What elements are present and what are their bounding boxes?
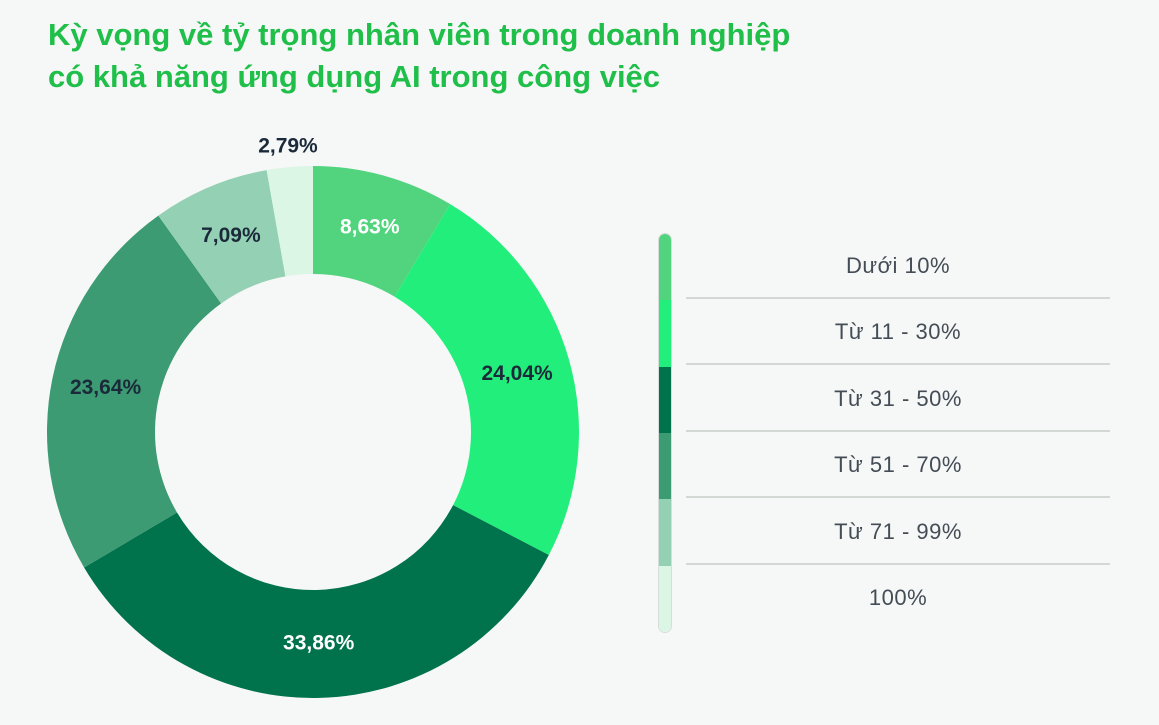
legend-label: Từ 71 - 99%: [834, 519, 962, 544]
data-label-6: 2,79%: [258, 135, 318, 158]
legend-swatch-2: [659, 300, 671, 367]
chart-title: Kỳ vọng về tỷ trọng nhân viên trong doan…: [48, 14, 790, 98]
data-label-4: 23,64%: [70, 376, 142, 399]
legend-swatch-5: [659, 499, 671, 566]
legend-swatch-3: [659, 366, 671, 433]
legend: Dưới 10% Từ 11 - 30% Từ 31 - 50% Từ 51 -…: [656, 233, 1116, 633]
legend-item-1: Dưới 10%: [686, 233, 1110, 299]
legend-label: Từ 51 - 70%: [834, 452, 962, 477]
legend-swatch-1: [659, 234, 671, 301]
legend-label: Từ 31 - 50%: [834, 386, 962, 411]
data-label-1: 8,63%: [340, 215, 400, 238]
legend-item-3: Từ 31 - 50%: [686, 366, 1110, 432]
legend-item-5: Từ 71 - 99%: [686, 499, 1110, 565]
chart-title-line-1: Kỳ vọng về tỷ trọng nhân viên trong doan…: [48, 17, 791, 52]
donut-slice-6: [266, 166, 313, 277]
donut-slice-5: [158, 170, 286, 304]
data-label-5: 7,09%: [201, 224, 261, 247]
legend-item-2: Từ 11 - 30%: [686, 299, 1110, 365]
legend-swatch-6: [659, 565, 671, 632]
donut-slice-3: [84, 505, 549, 699]
donut-slice-4: [47, 215, 222, 568]
legend-label: 100%: [868, 585, 928, 610]
legend-swatch-4: [659, 432, 671, 500]
legend-color-bar: [658, 233, 672, 633]
legend-label: Từ 11 - 30%: [834, 319, 962, 344]
chart-title-line-2: có khả năng ứng dụng AI trong công việc: [48, 59, 661, 94]
data-label-2: 24,04%: [481, 362, 553, 385]
donut-slice-2: [394, 204, 579, 556]
donut-chart: 8,63% 24,04% 33,86% 23,64% 7,09% 2,79%: [47, 135, 579, 699]
data-label-3: 33,86%: [283, 631, 355, 654]
donut-slice-1: [313, 166, 451, 297]
legend-item-4: Từ 51 - 70%: [686, 432, 1110, 498]
legend-label: Dưới 10%: [845, 253, 951, 278]
legend-item-6: 100%: [686, 565, 1110, 631]
